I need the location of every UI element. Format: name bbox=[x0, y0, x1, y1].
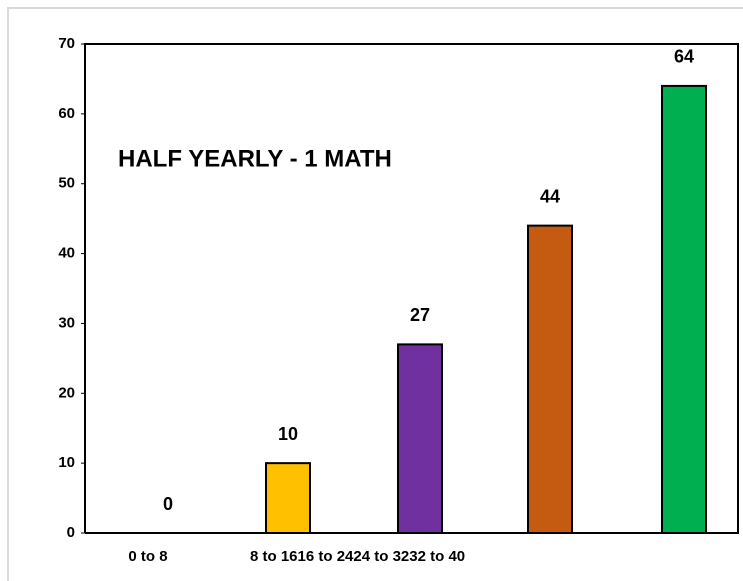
bar bbox=[661, 84, 707, 535]
x-tick-label: 8 to 16 bbox=[250, 548, 298, 565]
y-tick-label: 50 bbox=[58, 175, 75, 192]
x-tick-label: 32 to 40 bbox=[409, 548, 465, 565]
chart-frame bbox=[7, 7, 743, 581]
x-tick-label: 16 to 24 bbox=[298, 548, 355, 565]
y-tick-label: 40 bbox=[58, 245, 75, 262]
bar bbox=[397, 343, 443, 534]
y-tick-label: 20 bbox=[58, 384, 75, 401]
y-tick-label: 30 bbox=[58, 314, 75, 331]
y-tick-label: 70 bbox=[58, 35, 75, 52]
data-label: 27 bbox=[410, 305, 430, 325]
data-label: 64 bbox=[674, 47, 694, 67]
y-tick-label: 10 bbox=[58, 454, 75, 471]
data-label: 0 bbox=[163, 494, 173, 514]
y-tick-label: 0 bbox=[67, 524, 75, 541]
y-tick-label: 60 bbox=[58, 105, 75, 122]
data-label: 10 bbox=[278, 424, 298, 444]
bar bbox=[527, 224, 573, 534]
x-tick-label: 24 to 32 bbox=[353, 548, 409, 565]
x-tick-label: 0 to 8 bbox=[128, 548, 167, 565]
data-label: 44 bbox=[540, 186, 560, 206]
plot-border bbox=[84, 43, 739, 534]
chart-title: HALF YEARLY - 1 MATH bbox=[118, 145, 392, 172]
bar bbox=[265, 462, 311, 534]
